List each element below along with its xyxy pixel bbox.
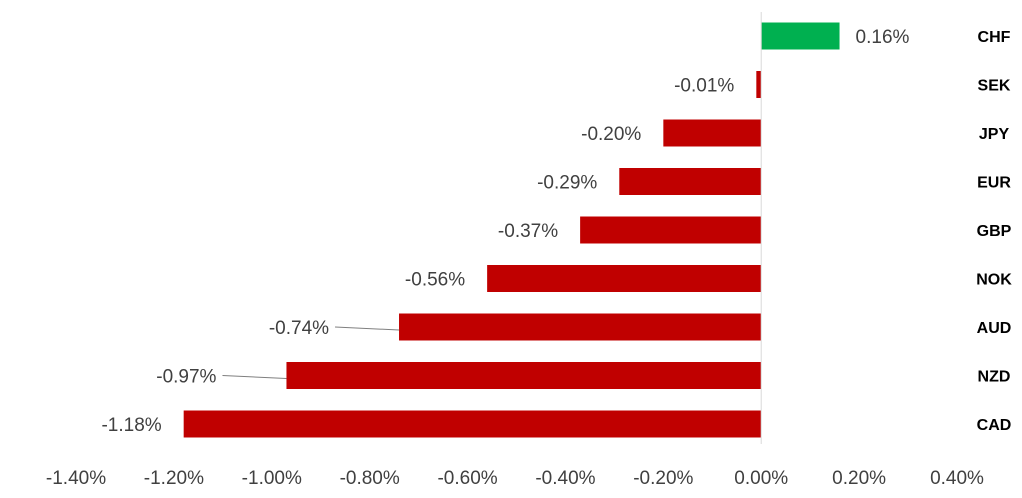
data-label-jpy: -0.20% [581, 124, 641, 145]
category-labels-group: CHF SEK JPY EUR GBP NOK AUD NZD CAD [976, 29, 1012, 434]
bar-nok [487, 265, 762, 292]
bars-group [183, 22, 840, 438]
x-tick-label: 0.40% [930, 468, 984, 489]
x-axis-tick-labels: -1.40% -1.20% -1.00% -0.80% -0.60% -0.40% -0.2… [46, 468, 984, 489]
bar-jpy [663, 119, 762, 147]
category-label-sek: SEK [978, 78, 1011, 95]
category-label-gbp: GBP [977, 223, 1012, 240]
x-tick-label: -0.20% [633, 468, 693, 489]
bar-gbp [580, 216, 762, 244]
leader-line-nzd [222, 375, 287, 379]
leader-line-aud [335, 326, 400, 331]
bar-aud [399, 313, 762, 341]
x-tick-label: -1.20% [144, 468, 204, 489]
data-label-gbp: -0.37% [498, 221, 558, 242]
x-tick-label: -0.60% [437, 468, 497, 489]
x-tick-label: -0.80% [340, 468, 400, 489]
x-tick-label: 0.00% [734, 468, 788, 489]
bar-cad [183, 410, 762, 438]
data-label-nok: -0.56% [405, 270, 465, 291]
x-tick-label: 0.20% [832, 468, 886, 489]
bar-nzd [286, 362, 762, 389]
bar-eur [619, 168, 762, 195]
category-label-nzd: NZD [978, 369, 1011, 386]
category-label-jpy: JPY [979, 126, 1010, 143]
category-label-cad: CAD [977, 417, 1012, 434]
x-tick-label: -1.40% [46, 468, 106, 489]
data-label-eur: -0.29% [537, 173, 597, 194]
category-label-aud: AUD [977, 320, 1012, 337]
data-label-nzd: -0.97% [156, 367, 216, 388]
category-label-chf: CHF [978, 29, 1011, 46]
leader-lines-group [222, 326, 400, 379]
category-label-eur: EUR [977, 175, 1011, 192]
bar-sek [756, 71, 762, 98]
x-tick-label: -0.40% [535, 468, 595, 489]
x-tick-label: -1.00% [242, 468, 302, 489]
category-label-nok: NOK [976, 272, 1012, 289]
bar-chf [761, 22, 840, 50]
data-label-chf: 0.16% [856, 27, 910, 48]
data-labels-group: 0.16% -0.01% -0.20% -0.29% -0.37% -0.56% -0.74… [101, 27, 909, 436]
data-label-sek: -0.01% [674, 76, 734, 97]
data-label-cad: -1.18% [101, 415, 161, 436]
data-label-aud: -0.74% [269, 318, 329, 339]
